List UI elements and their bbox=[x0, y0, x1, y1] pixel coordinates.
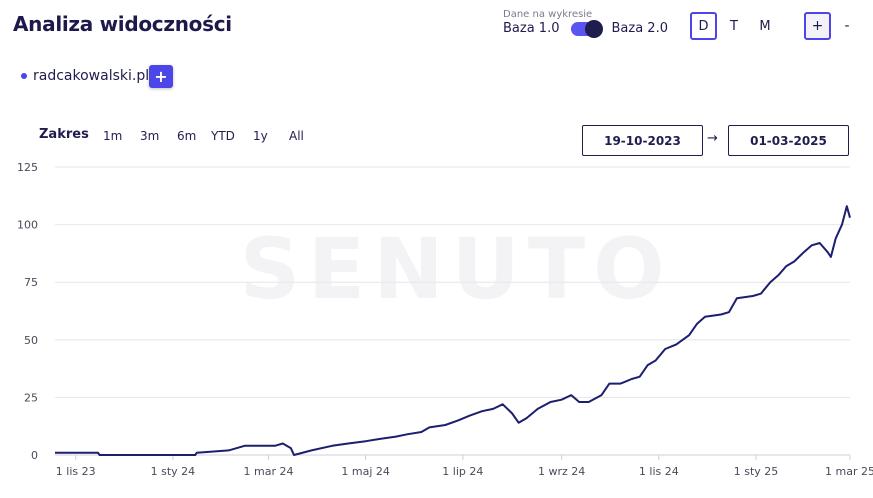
y-tick-label: 50 bbox=[24, 334, 38, 347]
range-1m-button[interactable]: 1m bbox=[103, 129, 123, 143]
x-tick-label: 1 wrz 24 bbox=[538, 465, 585, 478]
x-tick-label: 1 sty 24 bbox=[151, 465, 196, 478]
data-caption: Dane na wykresie bbox=[503, 9, 593, 20]
y-tick-label: 100 bbox=[17, 219, 38, 232]
x-tick-label: 1 lip 24 bbox=[442, 465, 483, 478]
series-line-0 bbox=[55, 205, 851, 456]
x-tick-label: 1 lis 23 bbox=[56, 465, 96, 478]
granularity-month-button[interactable]: M bbox=[759, 18, 771, 34]
date-from-field[interactable]: 19-10-2023 bbox=[582, 125, 703, 156]
range-all-button[interactable]: All bbox=[289, 129, 304, 143]
range-6m-button[interactable]: 6m bbox=[177, 129, 197, 143]
x-tick-label: 1 sty 25 bbox=[734, 465, 779, 478]
x-tick-label: 1 maj 24 bbox=[341, 465, 390, 478]
domain-color-dot bbox=[21, 73, 27, 79]
date-range-arrow: → bbox=[707, 131, 718, 146]
base-toggle-switch[interactable] bbox=[571, 19, 604, 38]
zoom-out-button[interactable]: - bbox=[844, 18, 850, 34]
toggle-knob bbox=[585, 19, 604, 38]
x-tick-label: 1 mar 25 bbox=[825, 465, 873, 478]
y-tick-label: 75 bbox=[24, 276, 38, 289]
domain-label: radcakowalski.pl bbox=[33, 68, 150, 84]
x-tick-label: 1 lis 24 bbox=[639, 465, 679, 478]
watermark-logo: SENUTO bbox=[239, 220, 672, 318]
date-to-field[interactable]: 01-03-2025 bbox=[728, 125, 849, 156]
range-3m-button[interactable]: 3m bbox=[140, 129, 160, 143]
data-base-toggle-group: Dane na wykresie Baza 1.0 Baza 2.0 bbox=[503, 9, 668, 38]
y-tick-label: 25 bbox=[24, 391, 38, 404]
base-1-label: Baza 1.0 bbox=[503, 21, 560, 36]
y-tick-label: 125 bbox=[17, 161, 38, 174]
y-tick-label: 0 bbox=[31, 449, 38, 462]
page-title: Analiza widoczności bbox=[13, 12, 232, 36]
range-label: Zakres bbox=[39, 127, 89, 142]
base-2-label: Baza 2.0 bbox=[611, 21, 668, 36]
range-ytd-button[interactable]: YTD bbox=[211, 129, 235, 143]
granularity-week-button[interactable]: T bbox=[730, 18, 738, 34]
x-tick-label: 1 mar 24 bbox=[244, 465, 294, 478]
zoom-in-button[interactable]: + bbox=[804, 12, 831, 40]
granularity-day-button[interactable]: D bbox=[690, 12, 717, 40]
add-domain-button[interactable]: + bbox=[149, 65, 173, 88]
range-1y-button[interactable]: 1y bbox=[253, 129, 268, 143]
domain-legend-item[interactable]: radcakowalski.pl bbox=[21, 68, 149, 84]
